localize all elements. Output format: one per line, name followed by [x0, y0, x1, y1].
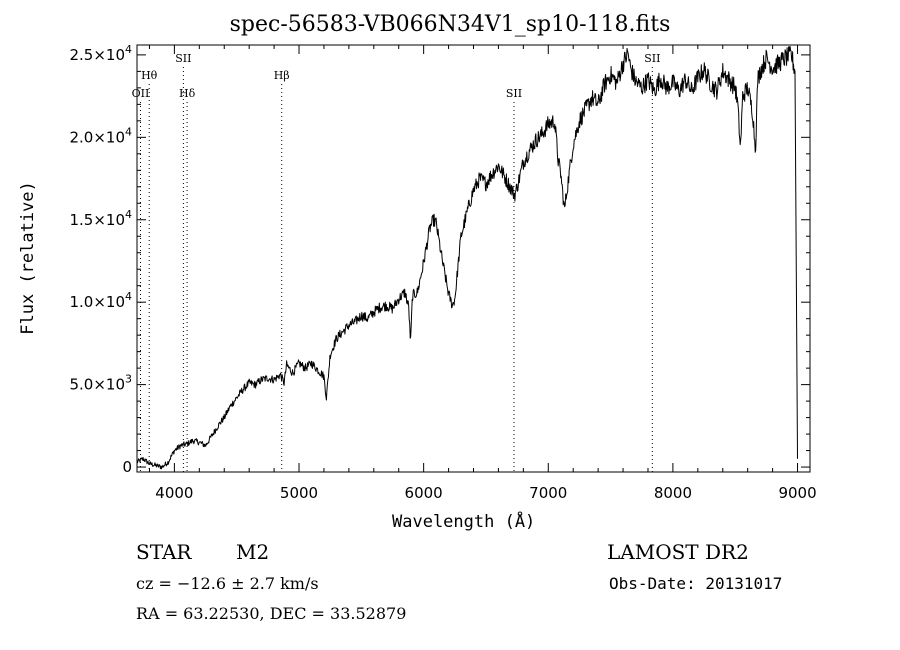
chart-title: spec-56583-VB066N34V1_sp10-118.fits — [229, 12, 671, 37]
y-tick-label-4: 2.0×104 — [69, 125, 132, 146]
y-tick-label-0: 0 — [122, 458, 132, 476]
x-tick-label-5: 9000 — [778, 484, 816, 502]
coordinates-info: RA = 63.22530, DEC = 33.52879 — [136, 604, 407, 623]
redshift-info: cz = −12.6 ± 2.7 km/s — [136, 574, 319, 593]
x-tick-label-1: 5000 — [280, 484, 318, 502]
line-label-1: Hθ — [141, 69, 158, 82]
line-label-4: Hβ — [274, 69, 290, 82]
line-label-2: SII — [175, 52, 191, 65]
y-axis-label: Flux (relative) — [18, 181, 38, 335]
x-tick-label-0: 4000 — [155, 484, 193, 502]
line-label-3: Hδ — [179, 87, 196, 100]
x-tick-label-4: 8000 — [654, 484, 692, 502]
y-tick-label-1: 5.0×103 — [69, 373, 132, 394]
object-class: STAR — [136, 540, 192, 564]
y-tick-label-3: 1.5×104 — [69, 208, 132, 229]
line-label-5: SII — [506, 87, 522, 100]
y-tick-label-2: 1.0×104 — [69, 290, 132, 311]
object-subclass: M2 — [236, 540, 270, 564]
x-tick-label-2: 6000 — [405, 484, 443, 502]
survey-name: LAMOST DR2 — [607, 540, 749, 564]
x-tick-label-3: 7000 — [529, 484, 567, 502]
observation-date: Obs-Date: 20131017 — [609, 574, 783, 593]
x-axis-label: Wavelength (Å) — [392, 512, 536, 532]
y-tick-label-5: 2.5×104 — [69, 43, 132, 64]
line-label-6: SII — [644, 52, 660, 65]
spectrum-series-0 — [136, 45, 798, 470]
plot-frame — [136, 44, 811, 473]
line-label-0: OII — [132, 87, 150, 100]
